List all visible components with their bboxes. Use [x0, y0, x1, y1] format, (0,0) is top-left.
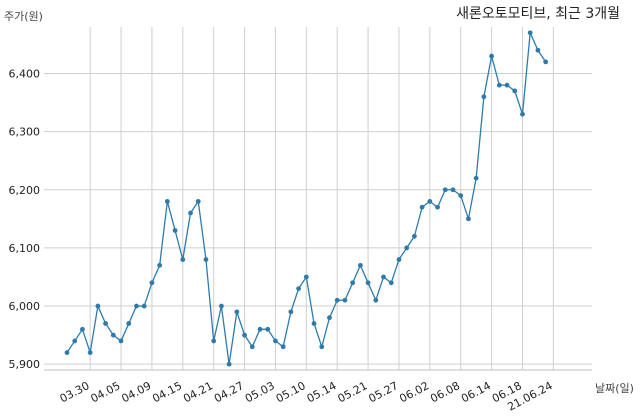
- y-tick-label: 6,400: [9, 68, 41, 81]
- price-point: [80, 326, 85, 332]
- price-point: [265, 326, 271, 332]
- price-point: [219, 303, 224, 309]
- price-point: [242, 332, 247, 338]
- x-tick-label: 05.14: [305, 379, 339, 405]
- price-point: [527, 30, 533, 36]
- price-point: [311, 321, 317, 326]
- x-tick-label: 04.21: [181, 379, 215, 405]
- x-tick-label: 06.02: [397, 379, 431, 405]
- price-point: [535, 47, 541, 53]
- price-point: [388, 280, 394, 286]
- price-point: [481, 94, 487, 100]
- price-point: [303, 274, 309, 280]
- price-point: [496, 82, 502, 88]
- price-point: [412, 233, 417, 239]
- price-point: [466, 216, 471, 222]
- y-tick-label: 6,000: [9, 300, 41, 313]
- price-point: [64, 350, 70, 355]
- price-point: [180, 257, 186, 262]
- x-tick-label: 03.30: [58, 379, 92, 405]
- price-point: [280, 344, 286, 350]
- price-point: [520, 111, 525, 117]
- price-point: [334, 297, 340, 303]
- price-point: [489, 53, 494, 59]
- price-point: [95, 303, 101, 309]
- x-tick-label: 04.05: [89, 379, 123, 405]
- grid-lines: [44, 27, 592, 371]
- price-point: [288, 309, 294, 315]
- price-point: [504, 82, 510, 88]
- price-point: [118, 338, 124, 344]
- y-tick-label: 6,100: [9, 242, 41, 255]
- price-point: [273, 338, 278, 344]
- price-point: [350, 280, 356, 286]
- price-point: [373, 297, 379, 303]
- price-point: [543, 59, 549, 65]
- x-tick-label: 05.10: [274, 379, 308, 405]
- price-point: [141, 303, 147, 309]
- price-point: [427, 199, 433, 204]
- price-point: [188, 210, 193, 216]
- y-axis-label: 주가(원): [4, 10, 43, 23]
- x-tick-label: 05.27: [366, 379, 400, 405]
- price-point: [226, 361, 232, 367]
- y-tick-label: 6,300: [9, 126, 41, 139]
- x-tick-label: 04.15: [150, 379, 184, 405]
- price-point: [365, 280, 371, 286]
- x-tick-label: 04.09: [119, 379, 153, 405]
- x-axis-label: 날짜(일): [595, 381, 634, 395]
- price-point: [249, 344, 255, 350]
- price-point: [435, 204, 440, 210]
- price-point: [450, 187, 456, 193]
- price-point: [512, 88, 518, 94]
- price-point: [110, 332, 116, 338]
- y-axis-ticks: 5,900 6,000 6,100 6,200 6,300 6,400: [9, 68, 41, 372]
- x-tick-label: 05.21: [336, 379, 370, 405]
- price-point: [72, 338, 78, 344]
- price-point: [342, 297, 348, 303]
- price-point: [381, 274, 386, 280]
- x-tick-label: 05.03: [243, 379, 277, 405]
- x-tick-label: 06.14: [459, 379, 493, 405]
- price-point: [319, 344, 325, 350]
- chart-title: 새론오토모티브, 최근 3개월: [456, 6, 620, 22]
- price-point: [473, 175, 479, 181]
- price-point: [234, 309, 240, 315]
- price-point: [327, 315, 332, 321]
- price-point: [134, 303, 139, 309]
- price-point: [396, 257, 402, 262]
- price-point: [442, 187, 448, 193]
- price-point: [211, 338, 217, 344]
- price-point: [103, 321, 108, 326]
- y-tick-label: 6,200: [9, 184, 41, 197]
- price-point: [126, 321, 132, 326]
- price-point: [195, 199, 201, 204]
- price-point: [404, 245, 410, 251]
- price-point: [257, 326, 263, 332]
- price-point: [172, 228, 178, 233]
- price-point: [164, 199, 170, 204]
- price-point: [458, 193, 464, 198]
- price-point: [357, 262, 363, 268]
- price-points: [64, 30, 549, 367]
- y-tick-label: 5,900: [9, 358, 41, 371]
- x-axis-ticks: 03.3004.0504.0904.1504.2104.2705.0305.10…: [58, 379, 555, 413]
- price-point: [419, 204, 425, 210]
- x-tick-label: 04.27: [212, 379, 246, 405]
- price-point: [87, 350, 93, 355]
- price-point: [157, 262, 163, 268]
- x-tick-label: 06.08: [428, 379, 462, 405]
- price-point: [296, 286, 301, 292]
- price-point: [149, 280, 155, 286]
- price-point: [203, 257, 209, 262]
